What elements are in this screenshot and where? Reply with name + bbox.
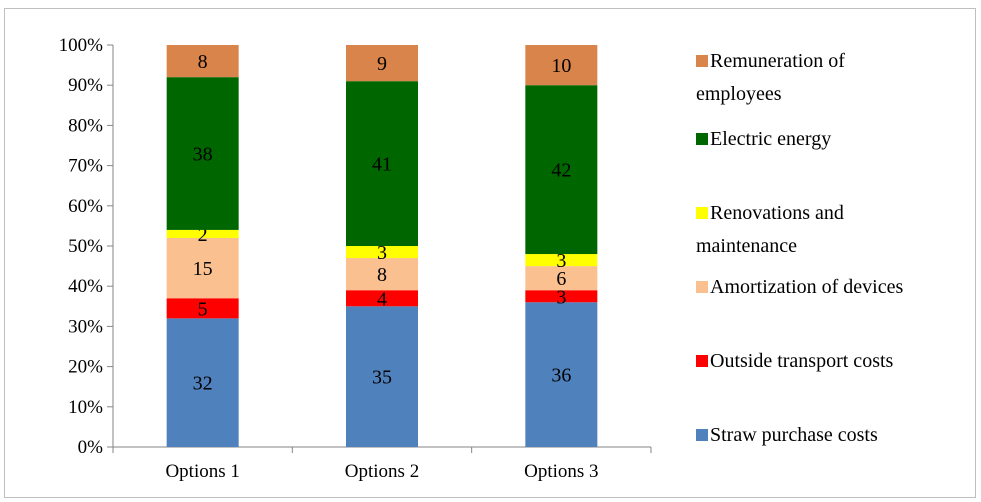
legend-swatch-remuneration-of-employees: [696, 55, 708, 67]
y-tick-label: 0%: [78, 437, 104, 458]
y-tick-label: 100%: [59, 35, 104, 56]
data-label: 6: [556, 268, 566, 290]
bar-segment-remuneration-of-employees: [525, 45, 598, 86]
data-label: 10: [551, 55, 571, 77]
legend-label-line: Electric energy: [710, 128, 831, 150]
bar-segment-renovations-and-maintenance: [346, 246, 418, 259]
legend-swatch-amortization-of-devices: [696, 281, 708, 293]
bar-segment-electric-energy: [166, 77, 239, 230]
bar-segment-amortization-of-devices: [166, 237, 239, 299]
bar-segment-straw-purchase-costs: [346, 306, 418, 447]
bar-segment-straw-purchase-costs: [525, 302, 598, 447]
bar-segment-amortization-of-devices: [346, 258, 418, 291]
legend-label-electric-energy: Electric energy: [710, 128, 831, 150]
data-label: 3: [556, 250, 566, 272]
data-label: 5: [198, 298, 208, 320]
data-label: 4: [377, 288, 387, 310]
legend-label-line: Straw purchase costs: [710, 424, 878, 446]
data-label: 8: [198, 51, 208, 73]
legend-swatch-straw-purchase-costs: [696, 429, 708, 441]
bar-segment-amortization-of-devices: [525, 266, 598, 291]
y-tick-label: 40%: [68, 276, 103, 297]
bar-segment-remuneration-of-employees: [346, 45, 418, 82]
legend-swatch-outside-transport-costs: [696, 355, 708, 367]
bar-segment-renovations-and-maintenance: [166, 229, 239, 238]
data-label: 15: [193, 258, 213, 280]
data-label: 8: [377, 264, 387, 286]
x-category-label: Options 2: [345, 461, 419, 482]
legend-label-renovations-and-maintenance: Renovations and maintenance: [696, 202, 844, 257]
y-tick-label: 10%: [68, 397, 103, 418]
bar-segment-outside-transport-costs: [346, 290, 418, 307]
y-tick-label: 20%: [68, 357, 103, 378]
bar-segment-renovations-and-maintenance: [525, 254, 598, 267]
data-label: 38: [193, 144, 213, 166]
legend-label-outside-transport-costs: Outside transport costs: [710, 350, 894, 372]
y-tick-label: 50%: [68, 236, 103, 257]
x-category-label: Options 3: [524, 461, 598, 482]
data-label: 41: [372, 154, 392, 176]
legend-label-straw-purchase-costs: Straw purchase costs: [710, 424, 878, 446]
legend-label-remuneration-of-employees: Remuneration of employees: [696, 50, 845, 105]
y-tick-label: 70%: [68, 156, 103, 177]
data-label: 36: [551, 365, 571, 387]
legend-label-amortization-of-devices: Amortization of devices: [710, 276, 903, 298]
legend-swatch-electric-energy: [696, 133, 708, 145]
legend-label-line: Outside transport costs: [710, 350, 894, 372]
data-label: 35: [372, 367, 392, 389]
bar-segment-outside-transport-costs: [166, 298, 239, 319]
y-tick-label: 80%: [68, 115, 103, 136]
data-label: 3: [556, 286, 566, 308]
data-label: 2: [198, 224, 208, 246]
chart-frame: [4, 8, 976, 498]
legend-label-line: Renovations and: [710, 202, 844, 224]
y-tick-label: 30%: [68, 316, 103, 337]
data-label: 42: [551, 160, 571, 182]
legend-swatch-renovations-and-maintenance: [696, 207, 708, 219]
bar-segment-outside-transport-costs: [525, 290, 598, 303]
bar-segment-remuneration-of-employees: [166, 45, 239, 78]
bar-segment-electric-energy: [346, 81, 418, 247]
data-label: 9: [377, 53, 387, 75]
y-tick-label: 60%: [68, 196, 103, 217]
legend-label-line: Remuneration of: [710, 50, 845, 72]
bar-segment-electric-energy: [525, 85, 598, 255]
data-label: 32: [193, 373, 213, 395]
legend-label-line: employees: [696, 83, 782, 105]
y-tick-label: 90%: [68, 75, 103, 96]
x-category-label: Options 1: [165, 461, 239, 482]
legend-label-line: Amortization of devices: [710, 276, 903, 298]
bar-segment-straw-purchase-costs: [166, 318, 239, 447]
data-label: 3: [377, 242, 387, 264]
legend-label-line: maintenance: [696, 235, 797, 257]
